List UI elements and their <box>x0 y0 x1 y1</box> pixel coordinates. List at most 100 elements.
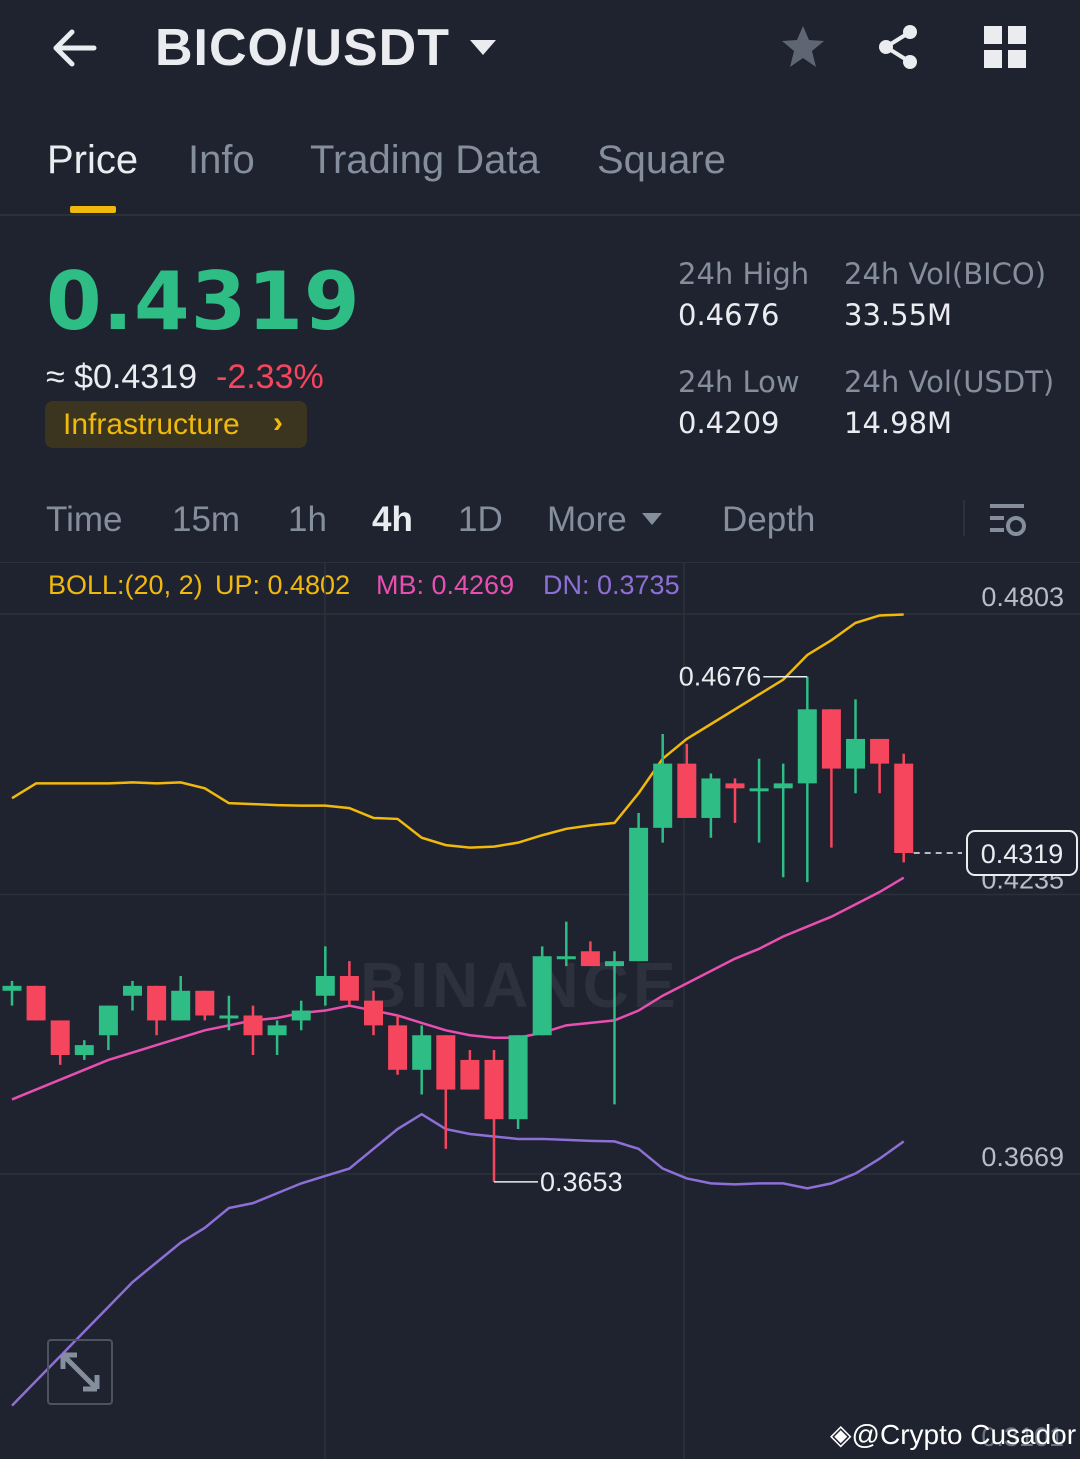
candle <box>388 1015 408 1075</box>
divider <box>963 500 965 536</box>
chart-settings-icon[interactable] <box>988 500 1028 540</box>
candle <box>267 1020 287 1055</box>
candle <box>291 1000 311 1031</box>
candle-body <box>2 985 22 991</box>
candle <box>580 941 600 967</box>
top-bar: BICO/USDT <box>0 0 1080 100</box>
category-tag-label: Infrastructure <box>63 408 240 441</box>
current-price-box <box>966 830 1078 877</box>
candle-body <box>195 990 215 1016</box>
last-price: 0.4319 <box>46 255 361 348</box>
candle-body <box>123 985 142 996</box>
active-tab-indicator <box>70 206 116 213</box>
caret-down-icon[interactable] <box>468 36 498 58</box>
candle <box>677 743 697 818</box>
vol-quote-label: 24h Vol(USDT) <box>844 365 1055 399</box>
candle-body <box>50 1020 70 1055</box>
candle <box>171 975 191 1021</box>
candle-body <box>821 709 841 769</box>
candle <box>123 980 142 1011</box>
interval-15m[interactable]: 15m <box>172 500 241 539</box>
candle <box>26 985 46 1021</box>
candle <box>74 1040 94 1060</box>
chart-divider <box>0 562 1080 563</box>
interval-1h[interactable]: 1h <box>288 500 327 539</box>
candle-body <box>629 827 649 962</box>
candle <box>243 1005 263 1055</box>
candle <box>412 1025 432 1095</box>
candle <box>508 1035 528 1130</box>
tab-price[interactable]: Price <box>47 138 139 182</box>
tab-info[interactable]: Info <box>188 138 255 182</box>
candles <box>2 676 914 1182</box>
candle <box>532 946 552 1036</box>
candle <box>147 985 167 1036</box>
candle-body <box>894 763 914 854</box>
interval-4h[interactable]: 4h <box>372 500 413 539</box>
candle-body <box>725 783 745 789</box>
vol-base-value: 33.55M <box>844 298 953 332</box>
candle-body <box>677 763 697 818</box>
candle <box>701 773 721 838</box>
interval-more[interactable]: More <box>547 500 627 539</box>
boll-mb: MB: 0.4269 <box>376 570 515 600</box>
candle-body <box>267 1025 287 1036</box>
low-marker-label: 0.3653 <box>540 1167 623 1197</box>
candle <box>98 1005 118 1051</box>
interval-1d[interactable]: 1D <box>458 500 503 539</box>
candle <box>629 813 649 962</box>
usd-price: ≈ $0.4319 <box>46 358 198 396</box>
chevron-right-icon: › <box>273 406 283 439</box>
candle-body <box>219 1015 239 1019</box>
candle-body <box>460 1059 480 1090</box>
category-tag[interactable]: Infrastructure › <box>45 401 307 448</box>
candle <box>749 758 769 843</box>
high-value: 0.4676 <box>678 298 780 332</box>
caret-down-icon[interactable] <box>640 510 664 528</box>
candle-body <box>74 1045 94 1055</box>
current-price-label: 0.4319 <box>981 839 1064 869</box>
low-value: 0.4209 <box>678 406 780 440</box>
candle-body <box>508 1035 528 1120</box>
candle-body <box>484 1059 504 1120</box>
boll-middle-line <box>11 876 905 1101</box>
share-icon[interactable] <box>874 22 924 72</box>
binance-watermark: BINANCE <box>360 949 680 1021</box>
candle-body <box>315 975 335 996</box>
candle-body <box>243 1015 263 1036</box>
candle <box>195 990 215 1021</box>
candle <box>870 738 890 794</box>
candle-body <box>98 1005 118 1036</box>
candle <box>725 778 745 823</box>
boll-upper-line <box>11 613 904 849</box>
candle-body <box>605 961 624 967</box>
candle-body <box>797 709 817 784</box>
chart-labels: 0.48030.42350.36690.31010.46760.36530.43… <box>494 582 1078 1452</box>
candle <box>315 946 335 1006</box>
candle-body <box>580 951 600 967</box>
y-tick-label: 0.4803 <box>981 582 1064 612</box>
fullscreen-button[interactable] <box>47 1339 113 1405</box>
tab-square[interactable]: Square <box>597 138 726 182</box>
candlestick-chart[interactable]: 0.48030.42350.36690.31010.46760.36530.43… <box>0 563 1080 1459</box>
interval-time[interactable]: Time <box>46 500 123 539</box>
interval-depth[interactable]: Depth <box>722 500 816 539</box>
y-tick-label: 0.3669 <box>981 1142 1064 1172</box>
arrow-left-icon[interactable] <box>48 22 100 74</box>
candle <box>605 951 624 1105</box>
candle-body <box>556 956 576 960</box>
grid-icon[interactable] <box>982 24 1028 70</box>
y-tick-label: 0.3101 <box>981 1422 1064 1452</box>
pair-title[interactable]: BICO/USDT <box>155 19 450 77</box>
candle <box>556 921 576 967</box>
candle <box>821 709 841 848</box>
candle <box>2 980 22 1006</box>
candle <box>797 676 817 883</box>
candle <box>219 995 239 1031</box>
tab-trading-data[interactable]: Trading Data <box>310 138 540 182</box>
diamond-icon: ◈ <box>830 1419 852 1450</box>
candle <box>50 1020 70 1065</box>
candle-body <box>412 1035 432 1070</box>
star-icon[interactable] <box>778 22 828 72</box>
low-label: 24h Low <box>678 365 800 399</box>
